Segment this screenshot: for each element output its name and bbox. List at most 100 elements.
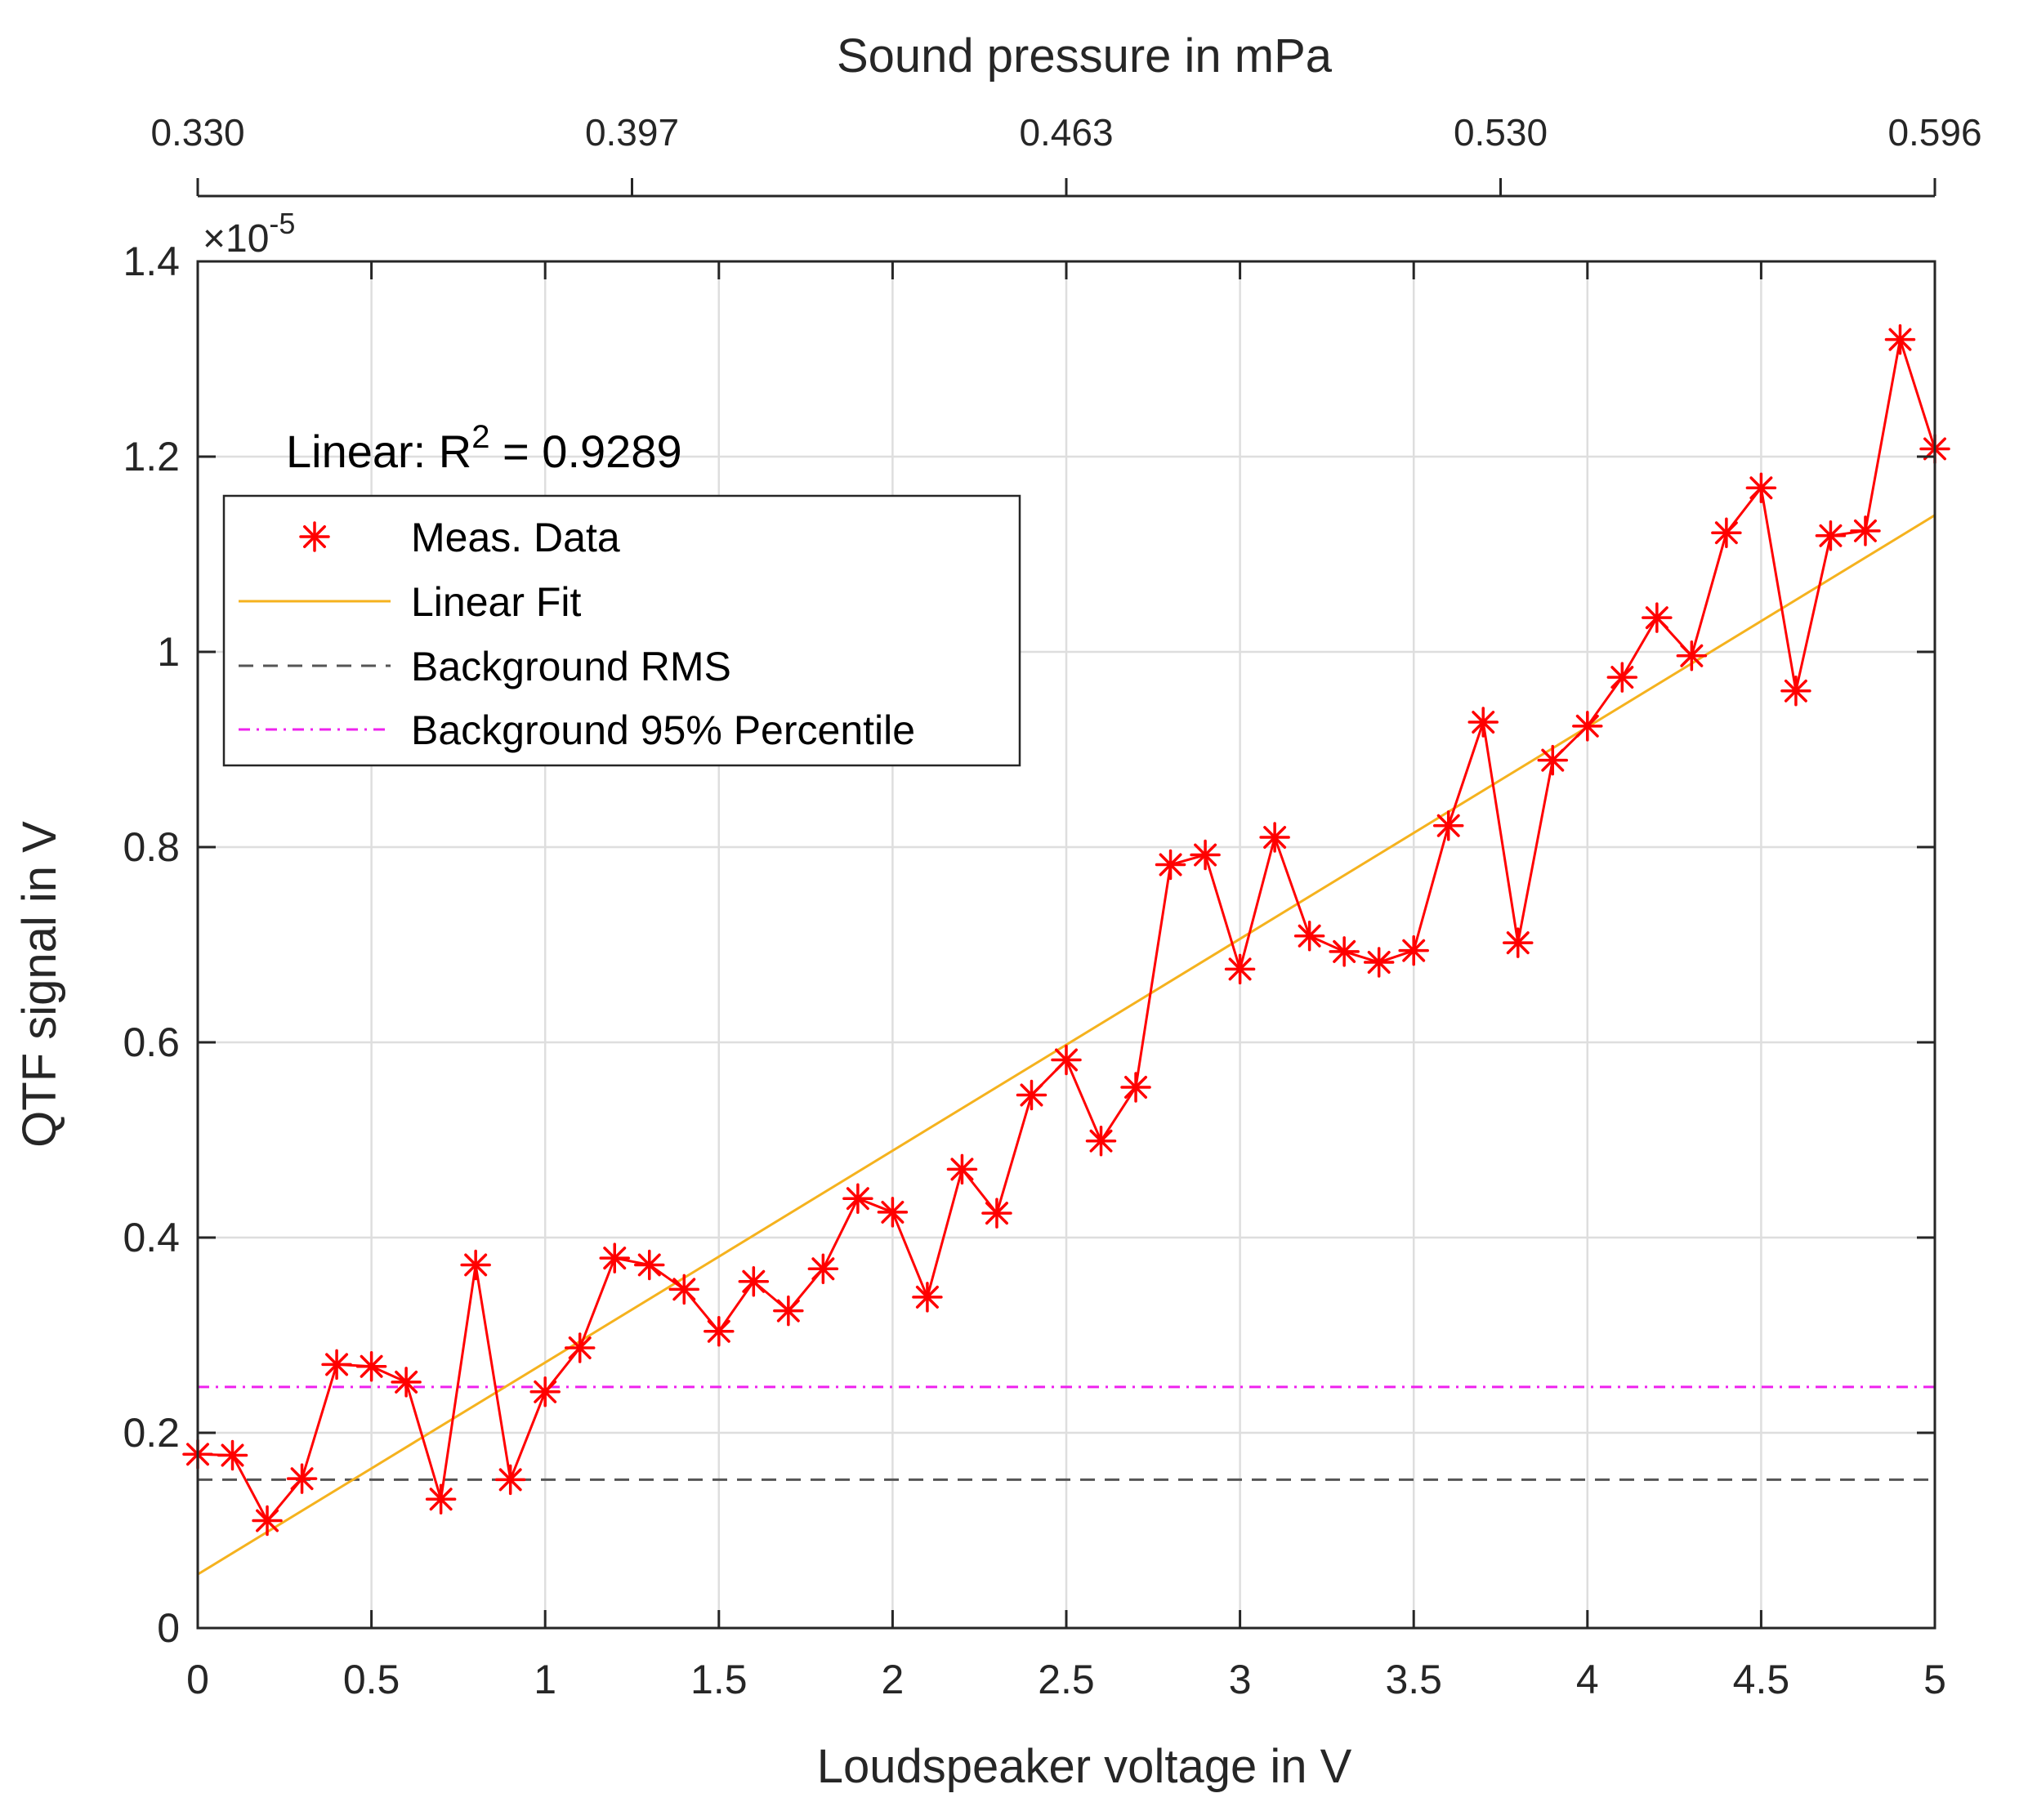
- data-point: [1815, 520, 1847, 551]
- x-tick-label: 2: [881, 1657, 904, 1702]
- x-tick-label: 0: [186, 1657, 209, 1702]
- data-point: [1711, 517, 1742, 548]
- tick-labels: 0 0.5 1 1.5 2 2.5 3 3.5 4 4.5 5 0 0.2 0.4 0.6 0.8 1 1.2 1.…: [123, 239, 1945, 1702]
- data-point: [217, 1439, 248, 1471]
- data-point: [1155, 849, 1186, 881]
- data-point-stroke: [881, 1200, 905, 1224]
- data-point: [425, 1483, 457, 1515]
- x-tick-label: 1: [534, 1657, 556, 1702]
- top-axis-tick-label: 0.397: [585, 111, 679, 154]
- data-point-stroke: [1194, 843, 1217, 867]
- data-point: [286, 1463, 318, 1494]
- data-point: [1293, 920, 1325, 952]
- data-point-stroke: [256, 1509, 279, 1532]
- data-point-stroke: [776, 1299, 800, 1323]
- data-point-stroke: [221, 1443, 244, 1467]
- data-point: [1259, 822, 1290, 853]
- data-point: [738, 1266, 770, 1297]
- top-axis-tick-label: 0.530: [1454, 111, 1548, 154]
- data-point: [1850, 515, 1881, 546]
- data-point: [1120, 1072, 1151, 1103]
- data-point: [1363, 947, 1395, 978]
- data-point-stroke: [395, 1370, 418, 1394]
- data-point-stroke: [1228, 957, 1252, 981]
- data-point-stroke: [1888, 328, 1912, 351]
- y-tick-label: 0.8: [123, 824, 180, 870]
- data-point: [599, 1242, 630, 1274]
- data-point-stroke: [672, 1278, 696, 1301]
- y-exponent-label: ×10-5: [203, 207, 295, 261]
- data-point-stroke: [1541, 748, 1565, 772]
- legend-box: [222, 494, 1021, 767]
- data-point-stroke: [1784, 679, 1807, 703]
- data-point-stroke: [742, 1269, 766, 1293]
- y-tick-label: 0.2: [123, 1410, 180, 1456]
- data-point: [842, 1183, 873, 1214]
- data-point-stroke: [1298, 924, 1321, 948]
- y-tick-label: 1: [157, 629, 180, 675]
- data-point-stroke: [1506, 931, 1530, 955]
- data-point-stroke: [1472, 711, 1495, 734]
- data-point: [564, 1332, 596, 1363]
- data-point: [912, 1282, 943, 1313]
- data-point-stroke: [1333, 939, 1356, 963]
- x-tick-label: 4: [1576, 1657, 1599, 1702]
- data-point-stroke: [429, 1488, 453, 1511]
- data-point: [1780, 676, 1811, 707]
- y-axis-label: QTF signal in V: [13, 821, 66, 1148]
- data-point-stroke: [1680, 644, 1704, 667]
- x-axis-label: Loudspeaker voltage in V: [817, 1740, 1352, 1793]
- data-point: [1329, 936, 1360, 967]
- data-point-stroke: [303, 525, 326, 548]
- data-point: [1676, 640, 1708, 671]
- data-point-stroke: [1089, 1129, 1113, 1153]
- data-point-stroke: [950, 1158, 974, 1181]
- legend: Meas. Data Linear Fit Background RMS Bac…: [222, 494, 1021, 767]
- legend-label-linear-fit: Linear Fit: [411, 579, 582, 625]
- data-point-stroke: [985, 1202, 1008, 1225]
- data-point: [877, 1197, 909, 1228]
- top-axis-tick-label: 0.330: [150, 111, 244, 154]
- annotation-prefix: Linear: R: [286, 426, 471, 477]
- data-point-stroke: [568, 1336, 592, 1360]
- data-point-stroke: [811, 1257, 835, 1281]
- y-tick-label: 1.4: [123, 239, 180, 284]
- legend-marker-meas-data: [299, 521, 330, 552]
- data-point-stroke: [915, 1285, 939, 1309]
- data-point-stroke: [1159, 853, 1182, 877]
- data-point-stroke: [603, 1247, 627, 1270]
- data-point-stroke: [325, 1353, 349, 1376]
- x-tick-label: 0.5: [343, 1657, 400, 1702]
- data-point-stroke: [360, 1354, 383, 1378]
- data-point: [668, 1274, 700, 1305]
- data-point-stroke: [534, 1380, 557, 1403]
- data-point-stroke: [290, 1467, 314, 1491]
- data-point: [1051, 1044, 1082, 1076]
- data-point-stroke: [464, 1253, 488, 1277]
- data-point: [1572, 711, 1603, 742]
- series: [182, 323, 1950, 1537]
- legend-label-meas-data: Meas. Data: [411, 515, 620, 560]
- data-point: [1606, 662, 1638, 693]
- data-point: [1467, 707, 1499, 738]
- y-exponent-base: ×10: [203, 217, 269, 261]
- x-tick-label: 3: [1229, 1657, 1252, 1702]
- data-point: [1224, 953, 1256, 985]
- x-tick-label: 3.5: [1385, 1657, 1442, 1702]
- data-point: [634, 1249, 665, 1281]
- data-point-stroke: [1819, 524, 1843, 547]
- data-point: [494, 1464, 526, 1496]
- annotation-suffix: = 0.9289: [489, 426, 681, 477]
- data-point: [1745, 472, 1777, 503]
- y-tick-label: 0.6: [123, 1019, 180, 1065]
- data-point-stroke: [1124, 1075, 1148, 1099]
- legend-label-background-rms: Background RMS: [411, 644, 731, 689]
- top-axis: 0.330 0.397 0.463 0.530 0.596: [150, 111, 1982, 198]
- data-point: [355, 1350, 387, 1382]
- data-point: [1190, 839, 1221, 871]
- annotation-superscript: 2: [471, 419, 489, 455]
- y-tick-label: 1.2: [123, 434, 180, 480]
- data-point: [1398, 935, 1429, 966]
